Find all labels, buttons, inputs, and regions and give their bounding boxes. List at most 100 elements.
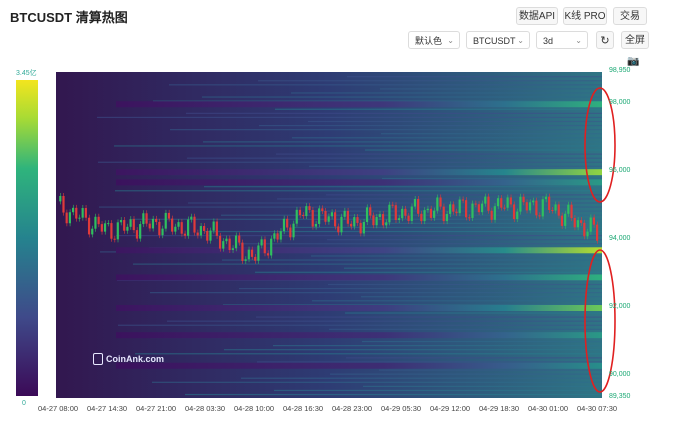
liquidity-texture-line [135,353,602,355]
liquidity-texture-line [115,190,602,192]
candle [596,224,599,241]
fullscreen-button[interactable]: 全屏 [621,31,649,49]
liquidity-texture-line [187,157,602,159]
candle [410,206,413,221]
candle [589,217,592,232]
trade-button[interactable]: 交易 [613,7,647,25]
liquidity-texture-line [383,222,602,224]
candle [100,224,103,232]
liquidity-texture-line [186,112,602,114]
liquidity-texture-line [330,373,602,375]
candle [113,238,116,240]
candle [282,218,286,232]
candle [155,218,158,222]
candle [305,206,308,217]
candle [196,232,199,236]
candle [474,203,477,205]
candle [164,212,167,229]
candle [161,228,164,236]
candle [557,204,560,216]
liquidity-texture-line [258,80,602,82]
candle [554,204,557,211]
candle [426,208,429,211]
candle [263,239,266,254]
candle [417,199,420,214]
candle [468,217,471,219]
liquidity-texture-line [203,141,602,143]
candle [190,216,193,220]
liquidity-texture-line [222,259,602,261]
kline-pro-button[interactable]: K线 PRO [563,7,607,25]
candle [433,210,436,218]
data-api-button[interactable]: 数据API [516,7,558,25]
candle [78,217,81,219]
liquidation-band [116,362,602,369]
candle [171,218,174,232]
liquidity-texture-line [311,255,602,257]
liquidity-texture-line [329,328,602,330]
candle [484,196,487,204]
liquidity-texture-line [98,161,602,163]
chevron-down-icon: ⌄ [447,36,454,45]
candle [218,235,222,249]
time-tick-label: 04-28 10:00 [234,404,275,413]
candle [576,220,580,228]
page-title: BTCUSDT 清算热图 [10,10,128,25]
liquidity-texture-line [202,96,602,98]
candle [369,207,372,216]
range-select[interactable]: 3d ⌄ [536,31,588,49]
time-tick-label: 04-27 14:30 [87,404,128,413]
candle [516,211,519,220]
candle [71,207,75,213]
liquidity-texture-line [382,177,602,180]
liquidity-texture-line [118,324,602,326]
range-value: 3d [543,36,554,46]
candle [145,213,148,224]
candle [439,197,442,207]
candle [493,206,496,220]
liquidity-texture-line [152,381,602,383]
candle [139,224,142,239]
candle [592,217,596,225]
candle [401,208,404,219]
candle [535,200,538,216]
color-scheme-select[interactable]: 默认色 ⌄ [408,31,460,49]
candle [580,220,583,223]
candle [321,208,324,212]
candle [458,199,461,214]
candle [231,248,234,250]
candle [324,211,327,222]
candle [199,226,202,236]
candle [362,221,365,234]
candle [91,228,94,235]
liquidity-texture-line [238,243,602,245]
refresh-icon: ↻ [600,35,610,47]
time-tick-label: 04-29 18:30 [479,404,520,413]
candle [167,212,171,219]
liquidity-texture-line [97,116,602,119]
candle [487,196,490,211]
liquidity-texture-line [346,357,602,359]
liquidity-texture-line [273,345,602,347]
candle [551,209,554,211]
liquidity-texture-line [114,145,602,147]
camera-icon[interactable]: 📷 [627,56,640,67]
liquidity-texture-line [185,393,602,396]
liquidity-texture-line [150,292,602,294]
color-scale-max-label: 3.45亿 [16,70,37,77]
liquidation-band [116,332,602,339]
candle [107,223,110,225]
candle [250,249,254,257]
liquidity-texture-line [363,385,602,387]
candle [298,209,302,216]
symbol-select[interactable]: BTCUSDT ⌄ [466,31,530,49]
liquidity-texture-line [344,267,602,269]
liquidity-texture-line [239,287,602,290]
refresh-button[interactable]: ↻ [596,31,614,49]
liquidity-texture-line [276,153,602,155]
heatmap-plot[interactable] [56,72,602,398]
candle [503,207,506,209]
candle [480,203,484,213]
candle [496,198,500,207]
candle [254,256,257,261]
